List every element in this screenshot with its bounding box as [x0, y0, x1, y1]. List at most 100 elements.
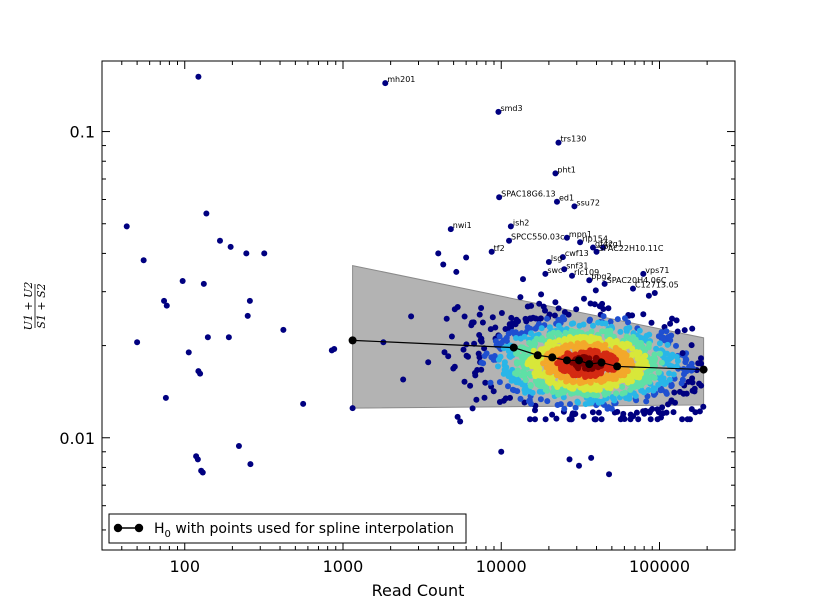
density-point	[514, 367, 521, 374]
density-point	[512, 321, 519, 328]
density-point	[647, 416, 654, 423]
density-point	[565, 311, 572, 318]
density-point	[648, 319, 655, 326]
sparse-point	[576, 462, 583, 469]
sparse-point	[194, 456, 201, 463]
labeled-point-marker	[382, 80, 389, 87]
sparse-point	[261, 250, 268, 257]
density-point	[513, 335, 519, 341]
density-point	[670, 409, 677, 416]
legend-box	[108, 513, 467, 544]
sparse-point	[225, 334, 232, 341]
labeled-point-text: mpn1	[569, 230, 592, 239]
sparse-point	[440, 261, 447, 268]
h0-spline-point	[533, 351, 542, 360]
density-point	[521, 399, 528, 406]
density-point	[614, 408, 621, 415]
density-point	[451, 306, 458, 313]
sparse-point	[161, 297, 168, 304]
density-point	[668, 381, 675, 388]
density-point	[664, 341, 671, 348]
labeled-point-text: cwf13	[565, 249, 589, 258]
labeled-point-text: C12713.05	[635, 281, 679, 290]
sparse-point	[435, 250, 442, 257]
labeled-point-marker	[542, 270, 549, 277]
sparse-point	[247, 461, 254, 468]
axis-ticks-layer: 100 1000 10000 100000 0.1 0.01	[59, 61, 736, 576]
sparse-point	[204, 334, 211, 341]
sparse-point	[227, 243, 234, 250]
density-point	[503, 338, 510, 345]
sparse-point	[140, 257, 147, 264]
sparse-point	[280, 326, 287, 333]
sparse-point	[179, 278, 186, 285]
density-point	[685, 378, 692, 385]
density-point	[622, 315, 628, 322]
labeled-point-text: ssu72	[576, 198, 600, 207]
h0-spline-point	[562, 356, 571, 365]
density-point	[465, 353, 471, 360]
density-point	[479, 319, 486, 326]
density-point	[673, 363, 680, 370]
density-point	[634, 355, 641, 362]
density-point	[659, 404, 666, 411]
sparse-point	[200, 280, 207, 287]
density-point	[580, 413, 587, 420]
density-point	[668, 397, 675, 404]
labeled-point-marker	[601, 280, 608, 287]
sparse-point	[696, 408, 703, 415]
density-point	[492, 324, 499, 331]
labeled-point-marker	[488, 248, 495, 255]
density-point	[679, 416, 686, 423]
density-point	[532, 325, 539, 332]
labeled-point-marker	[569, 272, 576, 279]
density-point	[609, 394, 616, 401]
density-point	[629, 345, 636, 352]
density-point	[591, 416, 598, 423]
density-point	[572, 404, 579, 411]
labeled-point-text: SPCC550.03c	[511, 233, 564, 242]
density-point	[590, 322, 596, 329]
density-point	[561, 405, 568, 412]
labeled-point-text: ed1	[559, 194, 574, 203]
density-point	[536, 316, 542, 323]
sparse-point	[163, 302, 170, 309]
density-point	[666, 370, 673, 377]
density-point	[684, 416, 691, 423]
legend-marker-right	[134, 523, 144, 533]
sparse-point	[162, 394, 169, 401]
density-point	[461, 313, 468, 320]
sparse-point	[235, 442, 242, 449]
sparse-point	[400, 376, 407, 383]
density-point	[605, 305, 612, 312]
density-point	[443, 315, 450, 322]
sparse-point	[185, 349, 192, 356]
y-tick-label: 0.1	[70, 123, 95, 142]
density-point	[425, 359, 432, 366]
density-point	[496, 379, 503, 386]
density-point	[574, 398, 581, 405]
density-point	[591, 301, 598, 308]
density-point	[536, 300, 543, 307]
density-point	[478, 338, 485, 345]
density-point	[497, 353, 504, 360]
density-point	[528, 330, 534, 337]
density-point	[607, 318, 614, 325]
x-tick-label: 1000	[323, 557, 364, 576]
labeled-point-marker	[545, 258, 552, 265]
labeled-point-text: rlc109	[574, 268, 599, 277]
labeled-point-text: tcg1	[605, 240, 623, 249]
density-point	[653, 345, 660, 352]
density-point	[600, 313, 607, 320]
legend-label-sub: 0	[165, 529, 171, 540]
h0-spline-point	[509, 343, 518, 352]
labeled-point-text: SPAC18G6.13	[501, 189, 556, 198]
labeled-point-text: nwi1	[453, 221, 472, 230]
density-point	[658, 359, 665, 366]
density-point	[573, 306, 580, 313]
labeled-point-text: tf2	[494, 244, 505, 253]
density-point	[695, 360, 702, 367]
density-point	[589, 409, 596, 416]
density-point	[532, 416, 538, 423]
